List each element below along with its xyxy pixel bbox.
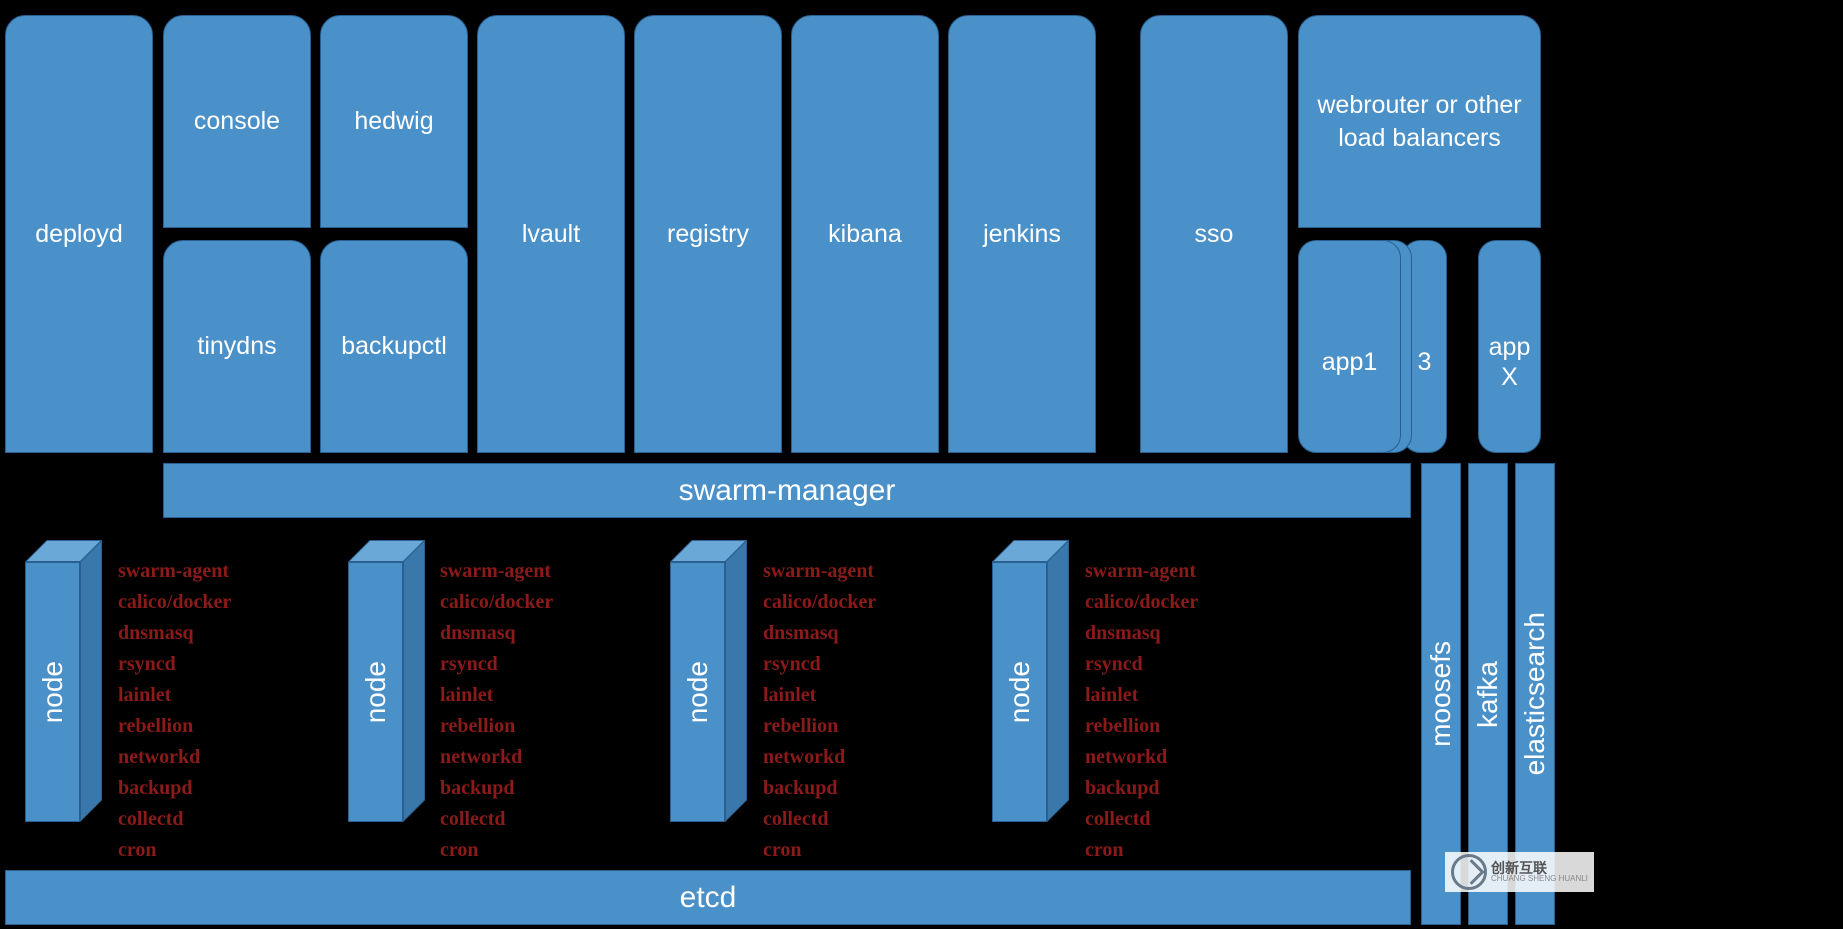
svc-3-7: backupd [763,773,876,804]
svc-1-8: collectd [118,804,231,835]
node-1-label: node [37,661,69,723]
etcd-box: etcd [5,870,1411,925]
kibana-box: kibana [791,15,939,453]
svc-1-2: dnsmasq [118,618,231,649]
watermark-cn: 创新互联 [1491,861,1588,875]
appX-box: app X [1478,240,1541,453]
node-1-side [80,540,102,822]
svc-4-6: networkd [1085,742,1198,773]
watermark-text: 创新互联 CHUANG SHENG HUANLI [1491,861,1588,883]
jenkins-box: jenkins [948,15,1096,453]
etcd-label: etcd [680,881,737,915]
node-4-label: node [1004,661,1036,723]
svc-2-7: backupd [440,773,553,804]
hedwig-box: hedwig [320,15,468,228]
svc-4-3: rsyncd [1085,649,1198,680]
node-4-front: node [992,562,1047,822]
svc-4-0: swarm-agent [1085,556,1198,587]
svc-2-2: dnsmasq [440,618,553,649]
svc-4-4: lainlet [1085,680,1198,711]
kibana-label: kibana [828,220,902,249]
console-box: console [163,15,311,228]
service-list-4: swarm-agent calico/docker dnsmasq rsyncd… [1085,556,1198,866]
kafka-label: kafka [1472,661,1504,728]
node-3-side [725,540,747,822]
lvault-label: lvault [522,220,580,249]
node-4-side [1047,540,1069,822]
appX-label: app X [1487,332,1532,392]
service-list-3: swarm-agent calico/docker dnsmasq rsyncd… [763,556,876,866]
svc-2-4: lainlet [440,680,553,711]
svc-4-5: rebellion [1085,711,1198,742]
registry-label: registry [667,220,749,249]
console-label: console [194,107,280,136]
backupctl-box: backupctl [320,240,468,453]
svc-3-3: rsyncd [763,649,876,680]
svc-3-5: rebellion [763,711,876,742]
lvault-box: lvault [477,15,625,453]
svc-4-1: calico/docker [1085,587,1198,618]
svc-3-1: calico/docker [763,587,876,618]
svc-1-7: backupd [118,773,231,804]
app1-label: app1 [1322,348,1378,377]
svc-4-9: cron [1085,835,1198,866]
watermark-logo-icon [1451,854,1487,890]
svc-1-3: rsyncd [118,649,231,680]
deployd-box: deployd [5,15,153,453]
webrouter-box: webrouter or other load balancers [1298,15,1541,228]
node-2-side [403,540,425,822]
service-list-1: swarm-agent calico/docker dnsmasq rsyncd… [118,556,231,866]
svc-1-4: lainlet [118,680,231,711]
elasticsearch-label: elasticsearch [1519,612,1551,775]
svc-2-8: collectd [440,804,553,835]
node-3-label: node [682,661,714,723]
svc-4-8: collectd [1085,804,1198,835]
svc-3-4: lainlet [763,680,876,711]
sso-box: sso [1140,15,1288,453]
svc-2-9: cron [440,835,553,866]
app1-box: app1 [1298,240,1401,453]
svc-1-5: rebellion [118,711,231,742]
svc-3-8: collectd [763,804,876,835]
node-3-front: node [670,562,725,822]
svc-4-7: backupd [1085,773,1198,804]
app3-label: 3 [1418,348,1432,377]
svc-3-9: cron [763,835,876,866]
svc-2-1: calico/docker [440,587,553,618]
moosefs-label: moosefs [1425,641,1457,747]
svc-3-0: swarm-agent [763,556,876,587]
svc-1-6: networkd [118,742,231,773]
webrouter-label: webrouter or other load balancers [1309,89,1530,154]
svc-1-1: calico/docker [118,587,231,618]
svc-2-0: swarm-agent [440,556,553,587]
sso-label: sso [1195,220,1234,249]
service-list-2: swarm-agent calico/docker dnsmasq rsyncd… [440,556,553,866]
svc-4-2: dnsmasq [1085,618,1198,649]
svc-1-0: swarm-agent [118,556,231,587]
swarm-manager-box: swarm-manager [163,463,1411,518]
svc-2-5: rebellion [440,711,553,742]
node-2-front: node [348,562,403,822]
watermark: 创新互联 CHUANG SHENG HUANLI [1445,852,1594,892]
svc-2-3: rsyncd [440,649,553,680]
deployd-label: deployd [35,220,123,249]
watermark-en: CHUANG SHENG HUANLI [1491,875,1588,883]
svc-3-6: networkd [763,742,876,773]
svc-2-6: networkd [440,742,553,773]
registry-box: registry [634,15,782,453]
tinydns-label: tinydns [197,332,276,361]
svc-1-9: cron [118,835,231,866]
node-2-label: node [360,661,392,723]
swarm-manager-label: swarm-manager [679,474,896,508]
tinydns-box: tinydns [163,240,311,453]
svc-3-2: dnsmasq [763,618,876,649]
jenkins-label: jenkins [983,220,1061,249]
hedwig-label: hedwig [354,107,433,136]
node-1-front: node [25,562,80,822]
backupctl-label: backupctl [341,332,447,361]
dots-icon: . [1455,335,1462,363]
